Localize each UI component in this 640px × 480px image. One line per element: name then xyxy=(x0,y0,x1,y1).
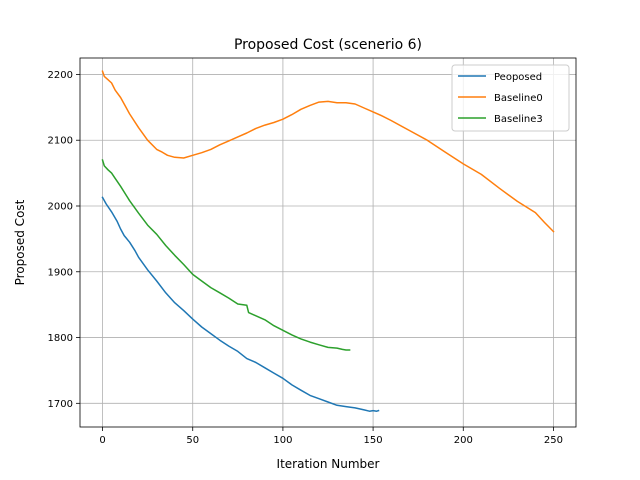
axis-ticks: 0 50 100 150 200 250 1700 1800 1900 2000 2100 2200 xyxy=(48,70,563,446)
series-lines xyxy=(101,70,555,412)
x-tick-label: 250 xyxy=(544,435,563,446)
y-tick-label: 2100 xyxy=(48,136,73,147)
legend-label-3: Baseline3 xyxy=(494,114,543,125)
plot-frame xyxy=(79,57,577,428)
y-tick-label: 2200 xyxy=(48,70,73,81)
legend-label-1: Peoposed xyxy=(494,72,542,83)
series-line-1 xyxy=(101,196,380,412)
series-line-2 xyxy=(101,70,555,233)
y-tick-label: 2000 xyxy=(48,201,73,212)
x-tick-label: 100 xyxy=(273,435,292,446)
y-tick-label: 1700 xyxy=(48,399,73,410)
x-tick-label: 200 xyxy=(454,435,473,446)
series-line-3 xyxy=(101,159,351,351)
x-tick-label: 50 xyxy=(186,435,199,446)
x-tick-label: 0 xyxy=(99,435,105,446)
y-tick-label: 1900 xyxy=(48,267,73,278)
legend-label-2: Baseline0 xyxy=(494,93,543,104)
y-tick-label: 1800 xyxy=(48,333,73,344)
x-axis-label: Iteration Number xyxy=(277,457,380,471)
x-tick-label: 150 xyxy=(364,435,383,446)
chart-title: Proposed Cost (scenerio 6) xyxy=(234,37,422,53)
y-axis-label: Proposed Cost xyxy=(13,199,27,285)
legend-box xyxy=(451,64,570,132)
legend: Peoposed Baseline0 Baseline3 xyxy=(451,64,570,132)
